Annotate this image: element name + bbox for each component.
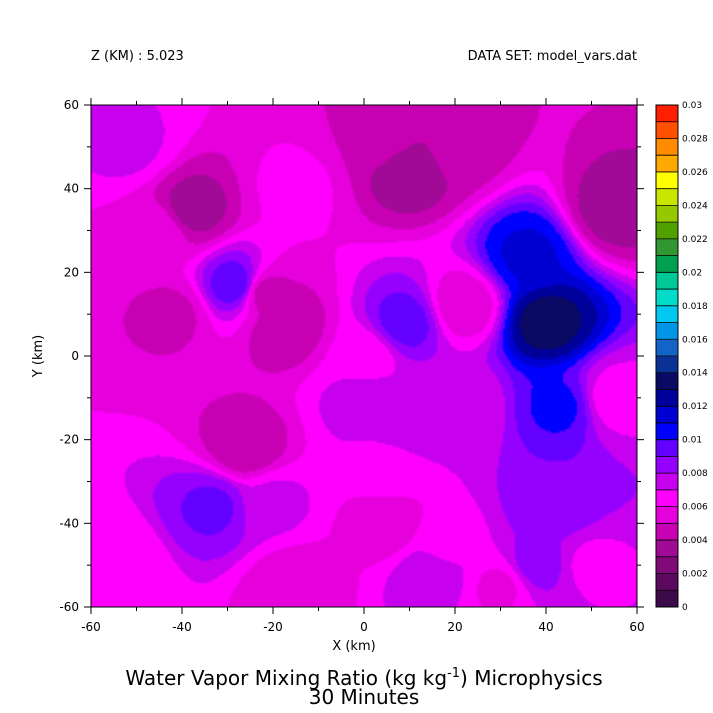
x-tick-label: -60 — [81, 620, 101, 634]
colorbar-swatch — [656, 339, 678, 357]
x-tick-label: -20 — [263, 620, 283, 634]
colorbar-swatch — [656, 188, 678, 206]
colorbar-swatch — [656, 489, 678, 508]
y-axis-label: Y (km) — [31, 335, 46, 378]
colorbar-swatch — [656, 205, 678, 223]
x-tick-label: 40 — [538, 620, 553, 634]
colorbar-swatch — [656, 105, 678, 123]
colorbar-swatch — [656, 389, 678, 407]
chart-title-superscript: -1 — [447, 666, 460, 681]
colorbar-swatch — [656, 289, 678, 307]
chart-title-main: Water Vapor Mixing Ratio (kg kg — [125, 666, 447, 690]
colorbar-swatch — [656, 456, 678, 474]
y-tick-label: 0 — [71, 349, 79, 363]
x-tick-label: -40 — [172, 620, 192, 634]
y-tick-label: -20 — [59, 433, 79, 447]
colorbar-label: 0 — [682, 603, 688, 613]
y-tick-label: 20 — [64, 265, 79, 279]
dataset-label: DATA SET: model_vars.dat — [468, 49, 637, 64]
colorbar-swatch — [656, 121, 678, 139]
colorbar-label: 0.02 — [682, 268, 702, 278]
colorbar-label: 0.008 — [682, 469, 708, 479]
x-tick-label: 0 — [360, 620, 368, 634]
colorbar-label: 0.022 — [682, 235, 708, 245]
chart-title-rest: ) Microphysics — [460, 666, 603, 690]
colorbar-label: 0.028 — [682, 134, 708, 144]
colorbar-label: 0.03 — [682, 101, 702, 111]
colorbar-label: 0.012 — [682, 402, 708, 412]
colorbar: 0 0.002 0.004 0.006 0.008 0.01 0.012 0.014 0.016… — [655, 101, 708, 613]
colorbar-label: 0.018 — [682, 302, 708, 312]
y-tick-label: 40 — [64, 182, 79, 196]
colorbar-swatch — [656, 171, 678, 190]
y-tick-label: -40 — [59, 516, 79, 530]
colorbar-swatch — [656, 406, 678, 424]
colorbar-swatch — [656, 322, 678, 340]
colorbar-swatch — [656, 238, 678, 257]
colorbar-label: 0.024 — [682, 201, 708, 211]
colorbar-swatch — [656, 155, 678, 173]
colorbar-swatch — [656, 590, 678, 608]
colorbar-swatch — [656, 372, 678, 390]
colorbar-swatch — [656, 422, 678, 441]
colorbar-swatch — [656, 439, 678, 457]
colorbar-swatch — [656, 523, 678, 541]
colorbar-swatch — [656, 272, 678, 290]
colorbar-swatch — [656, 473, 678, 491]
y-tick-label: 60 — [64, 98, 79, 112]
colorbar-label: 0.016 — [682, 335, 708, 345]
z-level-label: Z (KM) : 5.023 — [91, 49, 184, 64]
colorbar-swatch — [656, 573, 678, 591]
x-axis-label: X (km) — [332, 639, 375, 654]
y-tick-label: -60 — [59, 600, 79, 614]
colorbar-label: 0.002 — [682, 570, 708, 580]
colorbar-swatch — [656, 305, 678, 324]
colorbar-label: 0.026 — [682, 168, 708, 178]
mixing-ratio-field — [91, 105, 637, 607]
plot-area — [90, 104, 638, 608]
colorbar-swatch — [656, 540, 678, 558]
chart-subtitle: 30 Minutes — [309, 685, 420, 709]
colorbar-swatch — [656, 255, 678, 273]
colorbar-label: 0.004 — [682, 536, 708, 546]
chart-title: Water Vapor Mixing Ratio (kg kg-1) Micro… — [125, 666, 602, 690]
x-tick-label: 60 — [629, 620, 644, 634]
colorbar-swatch — [656, 356, 678, 374]
colorbar-label: 0.014 — [682, 369, 708, 379]
colorbar-frame — [655, 104, 679, 608]
colorbar-swatch — [656, 506, 678, 524]
colorbar-label: 0.006 — [682, 503, 708, 513]
colorbar-swatch — [656, 222, 678, 240]
colorbar-label: 0.01 — [682, 436, 702, 446]
x-tick-label: 20 — [447, 620, 462, 634]
axes: -60 -40 -20 0 20 40 60 -60 -40 -20 0 20 40 60 — [59, 98, 645, 634]
colorbar-swatch — [656, 138, 678, 156]
colorbar-swatch — [656, 556, 678, 575]
